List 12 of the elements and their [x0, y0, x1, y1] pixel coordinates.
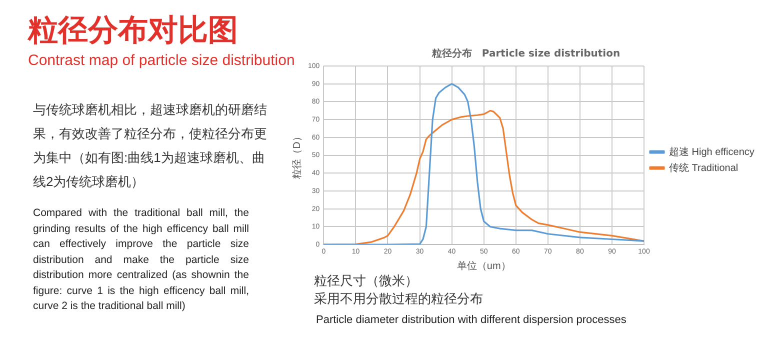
text: Contrast map of particle size distribution — [28, 52, 295, 69]
legend-label: 传统 Traditional — [669, 162, 738, 174]
text: Particle diameter distribution with different dispersion processes — [316, 314, 626, 326]
chart-title: 粒径分布 Particle size distribution — [430, 48, 620, 60]
text: 与传统球磨机相比，超速球磨机的研磨结果，有效改善了粒径分布，使粒径分布更为集中（如有图:曲线1为超速球磨机、曲线2为传统球磨机） — [33, 101, 268, 191]
text: 采用不用分散过程的粒径分布 — [314, 290, 483, 308]
text: Compared with the traditional ball mill, the grinding results of the high efficency ball mill can effectively improve the particle size distribution and make the particle size distribution more centralized (as shownin the figure: curve 1 is the high efficency ball mill, curve 2 is the traditional ball mill) — [33, 206, 249, 314]
text: 粒径分布对比图 — [28, 13, 238, 49]
y-axis-title: 粒径（D） — [292, 132, 303, 179]
x-axis-title: 单位（um） — [456, 260, 511, 272]
legend-label: 超速 High efficency — [669, 146, 754, 158]
text: 粒径尺寸（微米） — [314, 272, 418, 290]
